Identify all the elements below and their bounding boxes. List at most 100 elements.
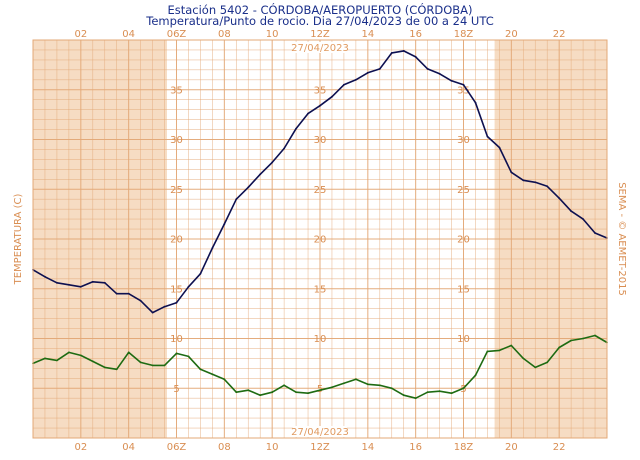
y-tick-label: 20 [457, 235, 470, 246]
station-title: Estación 5402 - CÓRDOBA/AEROPUERTO (CÓRD… [167, 3, 473, 17]
temperature-point [271, 161, 274, 164]
chart-subtitle: Temperatura/Punto de rocio. Dia 27/04/20… [146, 14, 494, 28]
dewpoint-point [127, 351, 130, 354]
x-tick-label-bottom: 08 [218, 442, 231, 453]
date-label-bottom: 27/04/2023 [291, 427, 349, 438]
x-tick-label-bottom: 16 [409, 442, 422, 453]
dewpoint-point [199, 368, 202, 371]
dewpoint-point [247, 389, 250, 392]
credit-label: SEMA - © AEMET-2015 [616, 182, 627, 296]
dewpoint-point [223, 378, 226, 381]
x-tick-label-top: 06Z [167, 29, 187, 40]
temperature-point [450, 79, 453, 82]
dewpoint-point [366, 383, 369, 386]
y-tick-label: 25 [314, 185, 327, 196]
y-tick-label: 10 [457, 334, 470, 345]
dewpoint-point [450, 392, 453, 395]
temperature-point [438, 72, 441, 75]
dewpoint-point [187, 355, 190, 358]
dewpoint-point [56, 359, 58, 362]
dewpoint-point [139, 361, 142, 364]
dewpoint-point [283, 384, 285, 387]
date-label-top-bg [293, 42, 347, 53]
dewpoint-point [91, 360, 94, 363]
temperature-point [247, 186, 250, 189]
temperature-point [163, 305, 166, 308]
y-tick-label: 5 [460, 384, 466, 395]
dewpoint-point [546, 361, 549, 364]
dewpoint-point [378, 384, 381, 387]
temperature-point [307, 112, 309, 115]
temperature-point [235, 198, 238, 201]
temperature-point [139, 299, 142, 302]
temperature-point [331, 95, 333, 98]
temperature-point [91, 280, 94, 283]
temperature-point [79, 285, 82, 288]
dewpoint-point [163, 364, 166, 367]
temperature-point [44, 275, 46, 278]
temperature-point [402, 50, 405, 52]
temperature-point [594, 232, 596, 234]
dewpoint-point [534, 366, 537, 369]
y-tick-label: 20 [314, 235, 327, 246]
temperature-point [115, 292, 118, 295]
temperature-point [570, 210, 572, 213]
dewpoint-point [44, 357, 46, 360]
dewpoint-point [115, 368, 118, 371]
dewpoint-point [271, 391, 274, 394]
plot-frame [32, 39, 608, 439]
y-tick-label: 15 [170, 284, 183, 295]
y-tick-label: 15 [314, 284, 327, 295]
temperature-point [462, 83, 465, 86]
x-tick-label-top: 04 [122, 29, 135, 40]
dewpoint-point [307, 392, 309, 395]
y-tick-label: 35 [170, 85, 183, 96]
dewpoint-point [558, 346, 561, 349]
temperature-point [414, 56, 417, 58]
dewpoint-point [151, 364, 154, 367]
temperature-point [474, 101, 477, 104]
dewpoint-point [474, 374, 477, 377]
y-axis-label: TEMPERATURA (C) [13, 194, 24, 286]
temperature-point [486, 135, 489, 138]
dewpoint-point [175, 352, 178, 355]
dewpoint-point [510, 344, 513, 347]
x-tick-label-bottom: 14 [361, 442, 374, 453]
y-tick-label: 30 [170, 135, 183, 146]
x-tick-label-bottom: 20 [505, 442, 518, 453]
x-tick-label-top: 08 [218, 29, 231, 40]
temperature-point [211, 247, 214, 249]
dewpoint-point [402, 394, 405, 397]
x-tick-label-bottom: 04 [122, 442, 135, 453]
temperature-point [498, 146, 501, 149]
dewpoint-point [79, 354, 82, 357]
temperature-point [522, 179, 525, 182]
temperature-point [319, 104, 321, 107]
temperature-point [187, 285, 190, 288]
y-tick-label: 15 [457, 284, 470, 295]
temperature-point [390, 52, 393, 54]
dewpoint-point [355, 378, 357, 381]
temperature-point [259, 173, 262, 176]
y-tick-label: 35 [314, 85, 327, 96]
dewpoint-point [235, 391, 238, 394]
temperature-point [103, 281, 106, 284]
y-tick-label: 25 [170, 185, 183, 196]
temperature-point [127, 292, 130, 295]
x-tick-label-bottom: 12Z [310, 442, 330, 453]
dewpoint-point [570, 339, 572, 342]
dewpoint-point [103, 366, 106, 369]
dewpoint-point [462, 387, 465, 390]
dewpoint-point [486, 350, 489, 353]
x-tick-label-bottom: 06Z [167, 442, 187, 453]
dewpoint-point [390, 387, 393, 390]
y-tick-label: 25 [457, 185, 470, 196]
y-tick-label: 5 [173, 384, 179, 395]
dewpoint-point [414, 397, 417, 400]
x-tick-label-top: 14 [361, 29, 374, 40]
dewpoint-point [259, 394, 262, 397]
dewpoint-point [498, 349, 501, 352]
x-tick-label-top: 18Z [454, 29, 474, 40]
temperature-point [295, 127, 297, 130]
dewpoint-point [343, 382, 345, 385]
